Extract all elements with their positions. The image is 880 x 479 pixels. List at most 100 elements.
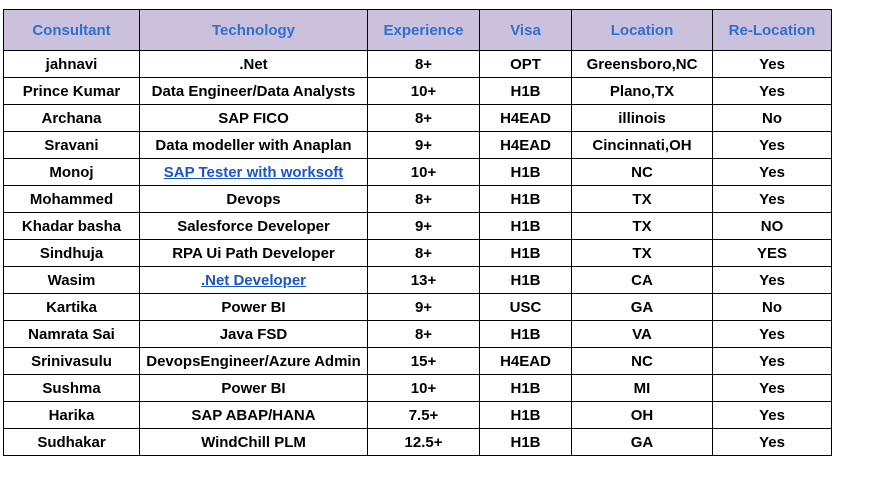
cell-visa: H1B — [479, 185, 572, 213]
cell-experience: 9+ — [367, 212, 480, 240]
cell-experience: 9+ — [367, 131, 480, 159]
cell-relocation: Yes — [712, 185, 832, 213]
table-row: Kartika Power BI 9+ USC GA No — [3, 293, 832, 321]
header-visa[interactable]: Visa — [479, 9, 572, 51]
cell-location: Greensboro,NC — [571, 50, 713, 78]
cell-technology: .Net Developer — [139, 266, 368, 294]
cell-experience: 8+ — [367, 239, 480, 267]
cell-visa: H1B — [479, 77, 572, 105]
cell-location: Cincinnati,OH — [571, 131, 713, 159]
cell-location: NC — [571, 158, 713, 186]
cell-relocation: Yes — [712, 347, 832, 375]
cell-visa: USC — [479, 293, 572, 321]
cell-relocation: No — [712, 293, 832, 321]
table-row: Monoj SAP Tester with worksoft 10+ H1B NC Yes — [3, 158, 832, 186]
header-location[interactable]: Location — [571, 9, 713, 51]
table-row: Namrata Sai Java FSD 8+ H1B VA Yes — [3, 320, 832, 348]
cell-experience: 7.5+ — [367, 401, 480, 429]
technology-link[interactable]: .Net Developer — [200, 271, 307, 289]
cell-location: Plano,TX — [571, 77, 713, 105]
cell-experience: 8+ — [367, 50, 480, 78]
cell-technology: DevopsEngineer/Azure Admin — [139, 347, 368, 375]
cell-consultant: Sudhakar — [3, 428, 140, 456]
cell-technology: SAP ABAP/HANA — [139, 401, 368, 429]
cell-technology: RPA Ui Path Developer — [139, 239, 368, 267]
cell-technology: Java FSD — [139, 320, 368, 348]
cell-experience: 10+ — [367, 158, 480, 186]
cell-visa: H1B — [479, 239, 572, 267]
cell-consultant: Srinivasulu — [3, 347, 140, 375]
table-row: Srinivasulu DevopsEngineer/Azure Admin 15+… — [3, 347, 832, 375]
cell-visa: H4EAD — [479, 347, 572, 375]
cell-relocation: Yes — [712, 320, 832, 348]
cell-consultant: Monoj — [3, 158, 140, 186]
cell-location: CA — [571, 266, 713, 294]
cell-relocation: Yes — [712, 131, 832, 159]
cell-relocation: Yes — [712, 401, 832, 429]
cell-visa: H1B — [479, 428, 572, 456]
table-row: Mohammed Devops 8+ H1B TX Yes — [3, 185, 832, 213]
cell-visa: H1B — [479, 266, 572, 294]
cell-consultant: Khadar basha — [3, 212, 140, 240]
cell-relocation: NO — [712, 212, 832, 240]
cell-technology: Power BI — [139, 374, 368, 402]
table-header-row: Consultant Technology Experience Visa Lo… — [3, 9, 832, 51]
cell-consultant: Sushma — [3, 374, 140, 402]
cell-location: TX — [571, 239, 713, 267]
cell-technology: Salesforce Developer — [139, 212, 368, 240]
cell-technology: SAP Tester with worksoft — [139, 158, 368, 186]
header-consultant[interactable]: Consultant — [3, 9, 140, 51]
cell-technology: .Net — [139, 50, 368, 78]
cell-relocation: Yes — [712, 158, 832, 186]
cell-consultant: Sravani — [3, 131, 140, 159]
cell-location: NC — [571, 347, 713, 375]
technology-link[interactable]: SAP Tester with worksoft — [163, 163, 344, 181]
cell-location: GA — [571, 293, 713, 321]
table-body: jahnavi .Net 8+ OPT Greensboro,NC Yes Prince K… — [3, 50, 832, 456]
cell-relocation: Yes — [712, 266, 832, 294]
header-technology[interactable]: Technology — [139, 9, 368, 51]
cell-location: illinois — [571, 104, 713, 132]
cell-technology: SAP FICO — [139, 104, 368, 132]
cell-location: TX — [571, 185, 713, 213]
cell-technology: Data Engineer/Data Analysts — [139, 77, 368, 105]
cell-experience: 10+ — [367, 374, 480, 402]
table-row: Khadar basha Salesforce Developer 9+ H1B TX N… — [3, 212, 832, 240]
table-row: Sravani Data modeller with Anaplan 9+ H4EAD… — [3, 131, 832, 159]
cell-relocation: Yes — [712, 374, 832, 402]
cell-visa: OPT — [479, 50, 572, 78]
table-row: Sudhakar WindChill PLM 12.5+ H1B GA Yes — [3, 428, 832, 456]
cell-visa: H1B — [479, 158, 572, 186]
cell-relocation: Yes — [712, 77, 832, 105]
cell-experience: 13+ — [367, 266, 480, 294]
cell-relocation: Yes — [712, 428, 832, 456]
cell-visa: H4EAD — [479, 104, 572, 132]
consultant-table: Consultant Technology Experience Visa Lo… — [3, 9, 832, 456]
cell-experience: 12.5+ — [367, 428, 480, 456]
cell-visa: H1B — [479, 212, 572, 240]
cell-consultant: Harika — [3, 401, 140, 429]
cell-consultant: Prince Kumar — [3, 77, 140, 105]
cell-location: GA — [571, 428, 713, 456]
cell-visa: H1B — [479, 374, 572, 402]
header-experience[interactable]: Experience — [367, 9, 480, 51]
cell-experience: 8+ — [367, 320, 480, 348]
cell-location: TX — [571, 212, 713, 240]
table-row: Harika SAP ABAP/HANA 7.5+ H1B OH Yes — [3, 401, 832, 429]
cell-technology: Devops — [139, 185, 368, 213]
cell-relocation: Yes — [712, 50, 832, 78]
cell-visa: H4EAD — [479, 131, 572, 159]
cell-location: MI — [571, 374, 713, 402]
table-row: Archana SAP FICO 8+ H4EAD illinois No — [3, 104, 832, 132]
header-relocation[interactable]: Re-Location — [712, 9, 832, 51]
table-row: Sushma Power BI 10+ H1B MI Yes — [3, 374, 832, 402]
cell-consultant: Mohammed — [3, 185, 140, 213]
cell-location: VA — [571, 320, 713, 348]
table-row: jahnavi .Net 8+ OPT Greensboro,NC Yes — [3, 50, 832, 78]
cell-visa: H1B — [479, 401, 572, 429]
cell-consultant: Kartika — [3, 293, 140, 321]
cell-relocation: No — [712, 104, 832, 132]
cell-experience: 10+ — [367, 77, 480, 105]
cell-technology: Power BI — [139, 293, 368, 321]
cell-location: OH — [571, 401, 713, 429]
